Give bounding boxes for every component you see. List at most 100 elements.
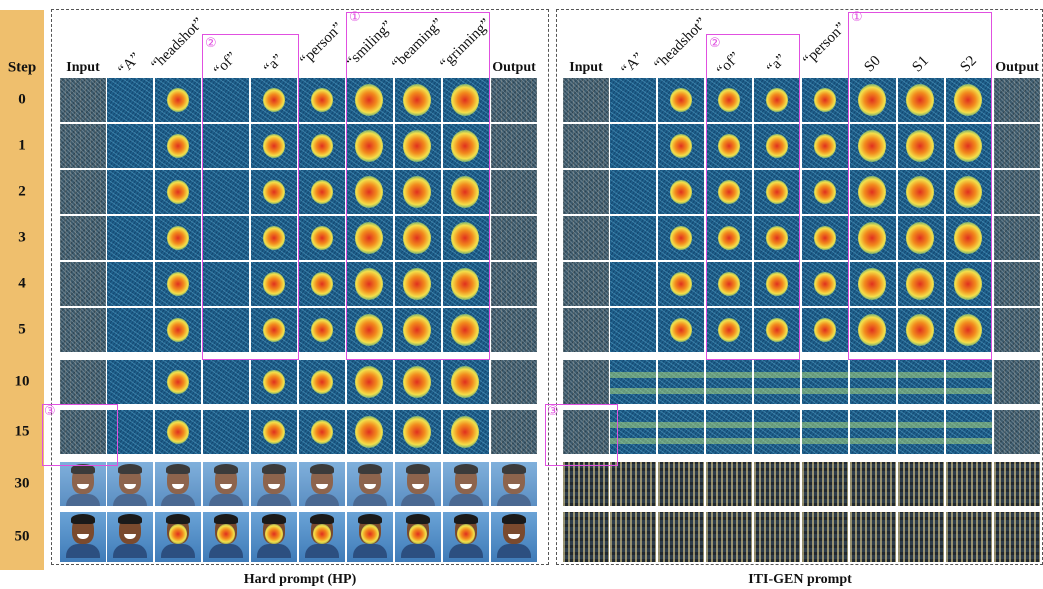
portrait-hair xyxy=(454,464,478,474)
attention-map xyxy=(658,512,704,562)
attention-hotspot xyxy=(265,524,283,544)
input-image xyxy=(563,262,609,306)
attention-map xyxy=(802,308,848,352)
highlight-box-1-marker: ① xyxy=(349,10,361,25)
attention-hotspot xyxy=(167,226,189,250)
output-image xyxy=(994,124,1040,168)
output-image xyxy=(994,410,1040,454)
attention-hotspot xyxy=(361,524,379,544)
attention-map xyxy=(251,410,297,454)
input-image xyxy=(563,462,609,506)
attention-band xyxy=(898,422,944,428)
attention-hotspot xyxy=(311,318,333,342)
attention-hotspot xyxy=(167,420,189,444)
attention-map xyxy=(395,262,441,306)
attention-hotspot xyxy=(954,222,982,254)
attention-map xyxy=(443,170,489,214)
panel-title-iti-text: ITI-GEN prompt xyxy=(748,572,852,587)
attention-map xyxy=(443,308,489,352)
attention-map xyxy=(610,170,656,214)
portrait-smile xyxy=(124,484,136,489)
highlight-box-1 xyxy=(848,12,992,360)
output-image xyxy=(994,360,1040,404)
attention-map xyxy=(754,78,800,122)
attention-map xyxy=(658,170,704,214)
input-image xyxy=(563,410,609,454)
portrait-hair xyxy=(358,514,382,524)
input-image xyxy=(563,308,609,352)
attention-map xyxy=(802,410,848,454)
attention-map xyxy=(107,262,153,306)
output-image xyxy=(994,512,1040,562)
attention-band xyxy=(898,388,944,394)
portrait-shirt xyxy=(305,494,339,506)
attention-hotspot xyxy=(355,416,383,448)
portrait-hair xyxy=(118,464,142,474)
output-image xyxy=(994,308,1040,352)
step-label: 0 xyxy=(18,91,26,108)
portrait-smile xyxy=(172,484,184,489)
attention-map xyxy=(754,124,800,168)
attention-map xyxy=(802,124,848,168)
portrait-smile xyxy=(124,534,136,539)
input-image xyxy=(60,78,106,122)
attention-map xyxy=(754,308,800,352)
portrait-hair xyxy=(502,514,526,524)
attention-band xyxy=(706,438,752,444)
attention-map xyxy=(946,78,992,122)
attention-map xyxy=(850,410,896,454)
step-bar xyxy=(0,10,44,570)
attention-hotspot xyxy=(167,318,189,342)
attention-hotspot xyxy=(718,88,740,112)
attention-map xyxy=(802,170,848,214)
attention-map xyxy=(155,308,201,352)
highlight-box-2-marker: ② xyxy=(709,36,721,51)
attention-hotspot xyxy=(718,272,740,296)
portrait-hair xyxy=(310,464,334,474)
attention-map xyxy=(706,462,752,506)
attention-hotspot xyxy=(451,366,479,398)
attention-map xyxy=(395,360,441,404)
attention-map xyxy=(155,262,201,306)
attention-map xyxy=(658,308,704,352)
attention-map xyxy=(347,462,393,506)
attention-hotspot xyxy=(451,176,479,208)
step-label: 1 xyxy=(18,137,26,154)
highlight-box-1 xyxy=(346,12,490,360)
attention-hotspot xyxy=(311,420,333,444)
attention-hotspot xyxy=(403,366,431,398)
attention-map xyxy=(610,360,656,404)
attention-hotspot xyxy=(263,180,285,204)
attention-map xyxy=(898,124,944,168)
attention-map xyxy=(443,512,489,562)
portrait-shirt xyxy=(161,494,195,506)
attention-hotspot xyxy=(906,222,934,254)
attention-hotspot xyxy=(670,134,692,158)
step-label: 15 xyxy=(14,423,30,440)
attention-hotspot xyxy=(814,134,836,158)
input-image xyxy=(563,170,609,214)
attention-band xyxy=(610,422,656,428)
attention-hotspot xyxy=(167,134,189,158)
attention-band xyxy=(946,388,992,394)
step-label: 5 xyxy=(18,321,26,338)
portrait-hair xyxy=(118,514,142,524)
attention-hotspot xyxy=(858,268,886,300)
highlight-box-2 xyxy=(202,34,299,360)
attention-map xyxy=(754,410,800,454)
portrait-hair xyxy=(262,464,286,474)
attention-band xyxy=(946,422,992,428)
attention-map xyxy=(898,78,944,122)
attention-map xyxy=(754,462,800,506)
attention-band xyxy=(658,438,704,444)
attention-hotspot xyxy=(766,318,788,342)
input-image xyxy=(563,124,609,168)
portrait-shirt xyxy=(497,544,531,558)
output-image xyxy=(994,462,1040,506)
attention-map xyxy=(107,360,153,404)
attention-map xyxy=(251,360,297,404)
output-image xyxy=(491,124,537,168)
attention-map xyxy=(203,262,249,306)
portrait-shirt xyxy=(401,544,435,558)
attention-hotspot xyxy=(263,318,285,342)
